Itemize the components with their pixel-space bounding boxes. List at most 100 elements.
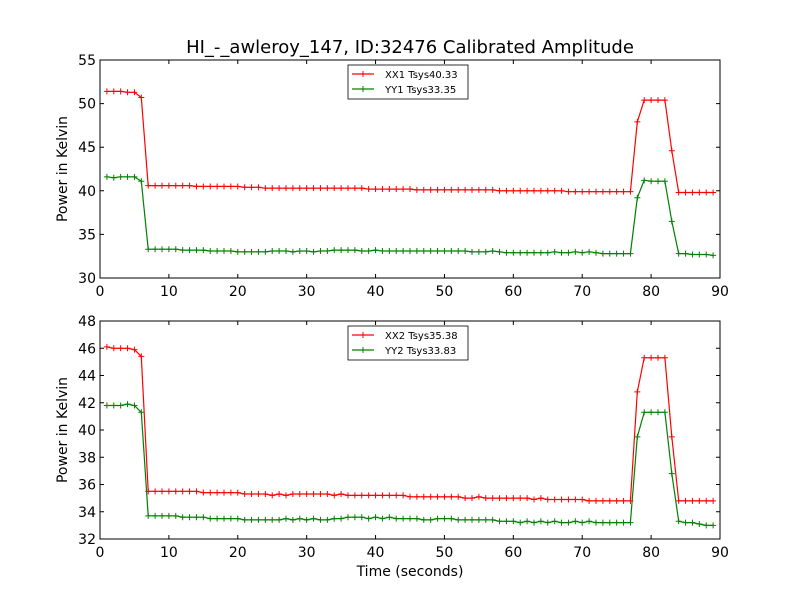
data-point-marker [124, 173, 131, 180]
data-point-marker [289, 516, 296, 523]
data-point-marker [331, 247, 338, 254]
data-point-marker [496, 495, 503, 502]
data-point-marker [537, 495, 544, 502]
data-point-marker [145, 246, 152, 253]
data-point-marker [200, 183, 207, 190]
data-point-marker [241, 516, 248, 523]
data-point-marker [462, 186, 469, 193]
data-point-marker [634, 118, 641, 125]
data-point-marker [482, 248, 489, 255]
data-point-marker [117, 88, 124, 95]
y-tick-label: 38 [78, 450, 96, 466]
data-point-marker [296, 185, 303, 192]
data-point-marker [503, 518, 510, 525]
data-point-marker [351, 492, 358, 499]
data-point-marker [152, 246, 159, 253]
data-point-marker [400, 515, 407, 522]
data-point-marker [593, 249, 599, 256]
data-point-marker [710, 252, 717, 259]
data-point-marker [675, 189, 682, 196]
data-point-marker [193, 488, 200, 495]
data-point-marker [296, 515, 303, 522]
data-point-marker [165, 246, 172, 253]
data-point-marker [255, 184, 262, 191]
data-point-marker [655, 354, 661, 361]
data-point-marker [448, 515, 455, 522]
data-point-marker [365, 492, 372, 499]
y-axis-label: Power in Kelvin [55, 116, 71, 222]
data-point-marker [110, 88, 117, 95]
data-point-marker [317, 516, 324, 523]
data-point-marker [131, 402, 138, 409]
data-point-marker [579, 249, 586, 256]
data-point-marker [668, 218, 675, 225]
data-point-marker [489, 516, 496, 523]
data-point-marker [703, 189, 710, 196]
data-point-marker [317, 185, 324, 192]
data-point-marker [351, 185, 358, 192]
data-point-marker [345, 492, 351, 499]
data-point-marker [289, 491, 296, 498]
data-point-marker [138, 94, 145, 101]
x-tick-label: 10 [160, 545, 178, 561]
data-point-marker [710, 497, 717, 504]
data-point-marker [420, 516, 427, 523]
data-point-marker [324, 516, 331, 523]
data-point-marker [544, 249, 551, 256]
data-point-marker [276, 247, 283, 254]
data-point-marker [379, 515, 386, 522]
data-point-marker [696, 251, 703, 258]
data-point-marker [427, 493, 434, 500]
data-point-marker [503, 187, 510, 194]
legend-marker-swatch [360, 71, 366, 77]
data-point-marker [214, 515, 221, 522]
data-point-marker [682, 497, 689, 504]
data-point-marker [303, 516, 310, 523]
y-tick-label: 44 [78, 369, 96, 385]
data-point-marker [131, 346, 138, 353]
data-point-marker [407, 515, 413, 522]
y-axis-label: Power in Kelvin [55, 377, 71, 483]
data-point-marker [544, 519, 551, 526]
data-point-marker [393, 186, 400, 193]
data-point-marker [558, 496, 565, 503]
x-tick-label: 60 [504, 284, 522, 300]
data-point-marker [248, 248, 255, 255]
data-point-marker [386, 492, 393, 499]
data-point-marker [599, 519, 606, 526]
data-point-marker [572, 188, 579, 195]
data-point-marker [117, 402, 124, 409]
data-point-marker [510, 249, 517, 256]
data-point-marker [227, 183, 234, 190]
data-point-marker [413, 186, 420, 193]
data-point-marker [606, 497, 613, 504]
data-point-marker [441, 186, 448, 193]
legend-entry-label: YY2 Tsys33.83 [384, 346, 456, 357]
data-point-marker [172, 488, 179, 495]
data-point-marker [655, 97, 661, 104]
y-tick-label: 46 [78, 341, 96, 357]
x-tick-label: 20 [229, 284, 247, 300]
data-point-marker [255, 248, 262, 255]
data-point-marker [593, 497, 599, 504]
data-point-marker [599, 497, 606, 504]
data-point-marker [661, 97, 668, 104]
data-point-marker [413, 515, 420, 522]
data-point-marker [661, 409, 668, 416]
x-tick-label: 20 [229, 545, 247, 561]
series-xx [103, 343, 717, 504]
data-point-marker [661, 354, 668, 361]
data-point-marker [262, 248, 269, 255]
legend: XX2 Tsys35.38 YY2 Tsys33.83 [347, 325, 469, 361]
data-point-marker [248, 184, 255, 191]
data-point-marker [207, 247, 214, 254]
data-point-marker [310, 185, 317, 192]
data-point-marker [696, 497, 703, 504]
y-tick-label: 34 [78, 505, 96, 521]
data-point-marker [152, 512, 159, 519]
data-point-marker [586, 497, 593, 504]
data-point-marker [110, 345, 117, 352]
data-point-marker [489, 186, 496, 193]
data-point-marker [262, 516, 269, 523]
